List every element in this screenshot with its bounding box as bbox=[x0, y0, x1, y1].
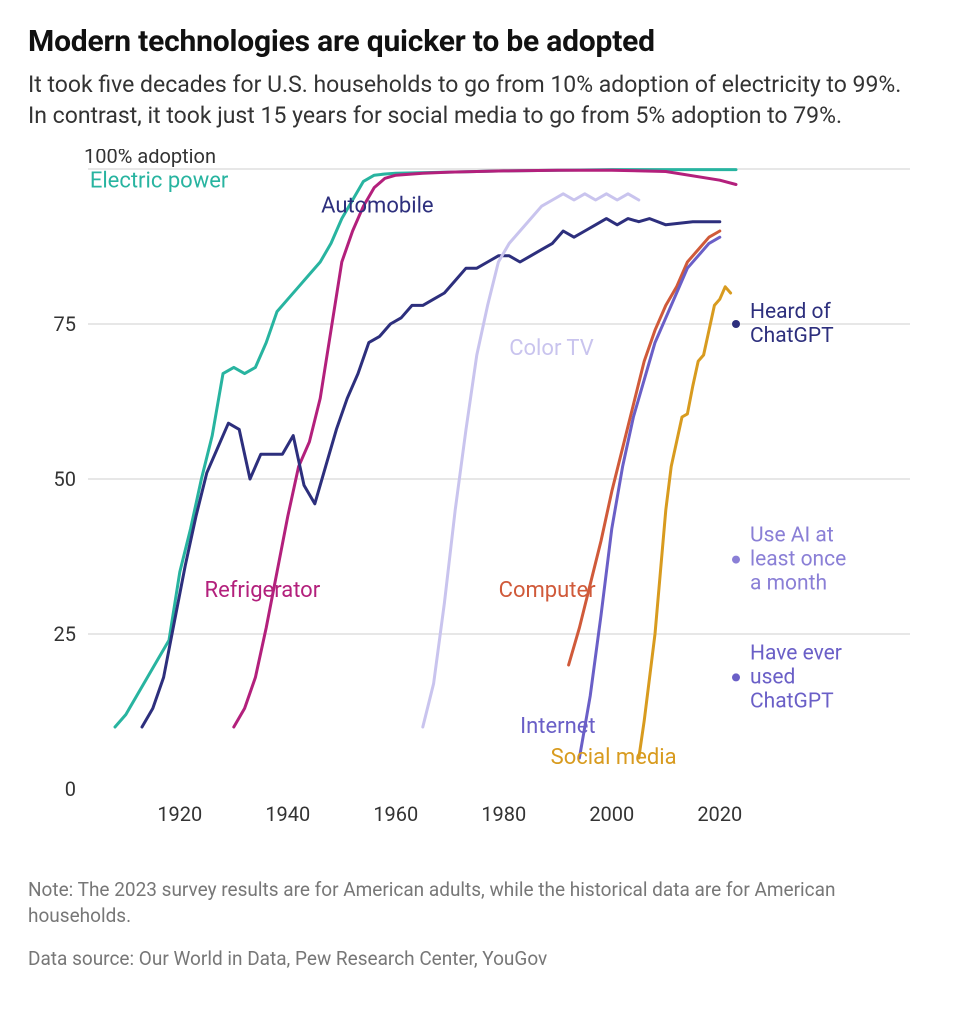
points-layer bbox=[732, 320, 740, 681]
series-label-internet: Internet bbox=[520, 714, 595, 739]
series-label-computer: Computer bbox=[499, 578, 597, 603]
point-label-have-ever-used-chatgpt: Have everusedChatGPT bbox=[750, 641, 842, 713]
point-use-ai-at-least-once-a-month bbox=[732, 556, 740, 564]
y-tick-label-25: 25 bbox=[54, 622, 76, 646]
series-label-color-tv: Color TV bbox=[509, 336, 594, 361]
point-have-ever-used-chatgpt bbox=[732, 673, 740, 681]
page-subtitle: It took five decades for U.S. households… bbox=[28, 69, 908, 131]
series-label-social-media: Social media bbox=[551, 745, 677, 770]
point-heard-of-chatgpt bbox=[732, 320, 740, 328]
y-tick-label-0: 0 bbox=[65, 777, 76, 801]
x-tick-label-1920: 1920 bbox=[157, 802, 202, 826]
y-tick-label-100: 100% adoption bbox=[84, 149, 216, 168]
series-label-refrigerator: Refrigerator bbox=[205, 578, 321, 603]
point-label-use-ai-at-least-once-a-month: Use AI atleast oncea month bbox=[750, 524, 846, 596]
series-electric-power bbox=[115, 170, 736, 727]
page-title: Modern technologies are quicker to be ad… bbox=[28, 24, 940, 59]
axes-layer: 0 25 50 75 100% adoption 1920 1940 1960 1980 2000… bbox=[54, 149, 743, 826]
chart-page: Modern technologies are quicker to be ad… bbox=[0, 0, 968, 1009]
series-label-electric-power: Electric power bbox=[90, 169, 229, 194]
x-tick-label-1960: 1960 bbox=[373, 802, 418, 826]
chart-svg: Electric power Refrigerator Automobile Colo… bbox=[28, 149, 940, 849]
series-label-automobile: Automobile bbox=[321, 193, 433, 218]
y-tick-label-50: 50 bbox=[54, 467, 76, 491]
x-tick-label-2000: 2000 bbox=[589, 802, 634, 826]
series-automobile bbox=[142, 219, 720, 727]
series-layer bbox=[115, 170, 736, 758]
chart-source: Data source: Our World in Data, Pew Rese… bbox=[28, 947, 940, 970]
x-tick-label-2020: 2020 bbox=[697, 802, 742, 826]
series-refrigerator bbox=[234, 170, 736, 727]
chart-note: Note: The 2023 survey results are for Am… bbox=[28, 877, 908, 928]
series-social-media bbox=[639, 287, 731, 758]
y-tick-label-75: 75 bbox=[54, 312, 76, 336]
series-color-tv bbox=[423, 194, 639, 727]
point-label-heard-of-chatgpt: Heard ofChatGPT bbox=[750, 300, 834, 348]
x-tick-label-1980: 1980 bbox=[481, 802, 526, 826]
x-tick-label-1940: 1940 bbox=[265, 802, 310, 826]
adoption-chart: Electric power Refrigerator Automobile Colo… bbox=[28, 149, 940, 849]
